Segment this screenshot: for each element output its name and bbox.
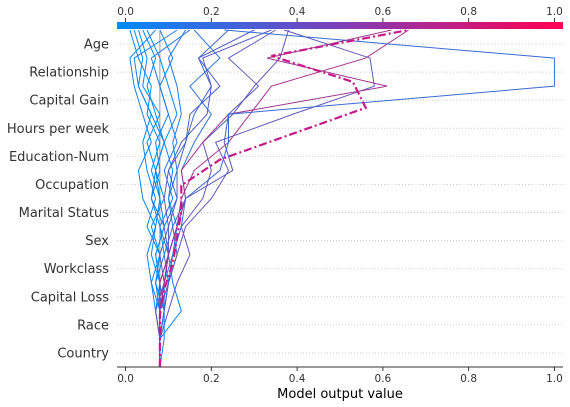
decision-lines xyxy=(129,28,555,368)
colorbar xyxy=(117,22,563,29)
decision-line xyxy=(159,29,229,367)
colorbar-tick-label: 0.0 xyxy=(117,6,134,18)
decision-line xyxy=(150,29,174,367)
decision-line xyxy=(159,29,290,367)
colorbar-ticks: 0.0 0.2 0.4 0.6 0.8 1.0 xyxy=(117,6,563,22)
x-tick-label: 0.0 xyxy=(117,373,134,385)
decision-line xyxy=(159,29,375,367)
feature-label: Race xyxy=(77,318,109,333)
decision-line xyxy=(159,29,392,367)
feature-labels: Age Relationship Capital Gain Hours per wee… xyxy=(7,38,110,362)
feature-label: Relationship xyxy=(29,66,109,81)
x-tick-label: 0.4 xyxy=(289,373,306,385)
x-axis-label: Model output value xyxy=(277,387,403,402)
x-tick-label: 0.6 xyxy=(375,373,392,385)
feature-label: Occupation xyxy=(35,178,109,193)
feature-label: Marital Status xyxy=(19,206,110,221)
feature-label: Sex xyxy=(85,234,109,249)
decision-line xyxy=(159,29,255,367)
feature-gridlines xyxy=(117,43,563,354)
feature-label: Education-Num xyxy=(9,150,109,165)
decision-line xyxy=(155,29,272,367)
x-tick-label: 0.2 xyxy=(203,373,220,385)
feature-label: Hours per week xyxy=(7,122,110,137)
decision-line xyxy=(159,29,409,367)
decision-line xyxy=(150,29,191,367)
colorbar-tick-label: 1.0 xyxy=(546,6,563,18)
colorbar-tick-label: 0.2 xyxy=(203,6,220,18)
x-axis-ticks: 0.0 0.2 0.4 0.6 0.8 1.0 xyxy=(117,367,563,385)
x-tick-label: 1.0 xyxy=(546,373,563,385)
colorbar-tick-label: 0.6 xyxy=(375,6,392,18)
x-tick-label: 0.8 xyxy=(460,373,477,385)
feature-label: Capital Loss xyxy=(31,290,109,305)
colorbar-tick-label: 0.4 xyxy=(289,6,306,18)
decision-line xyxy=(159,29,555,367)
highlighted-decision-line xyxy=(158,28,409,367)
colorbar-tick-label: 0.8 xyxy=(460,6,477,18)
feature-label: Age xyxy=(84,38,109,53)
feature-label: Capital Gain xyxy=(29,94,109,109)
feature-label: Country xyxy=(57,346,109,361)
feature-label: Workclass xyxy=(44,262,109,277)
